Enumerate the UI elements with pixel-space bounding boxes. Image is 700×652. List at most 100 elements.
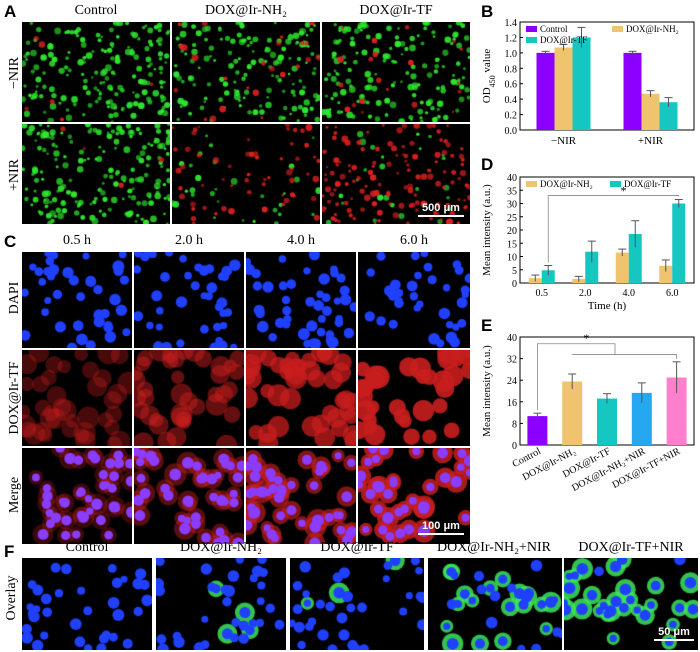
chart-b: 0.0 0.2 0.4 0.6 0.8 1.0 1.2 1.4 OD450 value −NIR +… [481, 18, 695, 147]
micrograph-f-tf [290, 558, 424, 650]
chart-b-ytick-label: 1.0 [505, 49, 518, 60]
panel-a-col-control: Control [74, 3, 118, 18]
panel-c-col-4-0h: 4.0 h [287, 233, 315, 248]
chart-e-significance-star: * [583, 331, 589, 345]
panel-a-col-tf: DOX@Ir-TF [359, 3, 433, 18]
panel-a-row-plus-nir: +NIR [7, 159, 22, 192]
scale-bar-a-label: 500 μm [422, 202, 460, 214]
scale-bar-a: 500 μm [418, 202, 464, 217]
chart-e-bar [527, 416, 548, 445]
chart-b-ytick-label: 0.0 [505, 126, 518, 137]
chart-b-bar [554, 47, 573, 131]
micrograph-a-nh2-plus-nir [172, 124, 320, 224]
chart-b-legend-swatch [612, 26, 623, 32]
micrograph-c-merge-0-5h [22, 448, 132, 544]
panel-c-col-6-0h: 6.0 h [400, 233, 428, 248]
chart-b-legend-swatch [526, 26, 537, 32]
micrograph-f-control [22, 558, 152, 650]
panel-f-col-control: Control [65, 540, 109, 555]
panel-c-col-2-0h: 2.0 h [175, 233, 203, 248]
chart-d-ytick-label: 30 [507, 200, 517, 211]
panel-c-col-0-5h: 0.5 h [63, 233, 91, 248]
chart-e-significance-bracket [537, 343, 616, 411]
chart-d-xtick-label: 2.0 [579, 288, 592, 299]
chart-e-ytick-label: 24 [507, 376, 517, 387]
chart-e-bar [562, 381, 583, 445]
micrograph-c-dox-4-0h [246, 350, 356, 446]
chart-d-legend-label: DOX@Ir-NH₂ [540, 179, 593, 189]
micrograph-f-nh2-nir [428, 558, 562, 650]
chart-e-ytick-label: 32 [507, 355, 517, 366]
chart-d-xtick-label: 0.5 [536, 288, 549, 299]
chart-d-legend-label: DOX@Ir-TF [624, 179, 671, 189]
chart-d-ytick-label: 15 [507, 239, 517, 250]
panel-label-d: D [481, 155, 494, 174]
chart-d-bar [541, 270, 555, 283]
micrograph-c-dox-2-0h [134, 350, 244, 446]
chart-b-bar [641, 93, 660, 130]
chart-d-bar [628, 233, 642, 283]
micrograph-f-tf-nir [564, 558, 698, 650]
chart-b-bar [572, 37, 591, 130]
chart-d-ytick-label: 25 [507, 213, 517, 224]
micrograph-c-merge-2-0h [134, 448, 244, 544]
chart-d-significance-star: * [621, 184, 627, 198]
chart-d-ytick-label: 10 [507, 253, 517, 264]
scale-bar-f: 50 μm [654, 626, 694, 641]
micrograph-c-dapi-2-0h [134, 252, 244, 348]
chart-b-ytick-label: 0.2 [505, 111, 518, 122]
chart-d-bar [659, 265, 673, 283]
micrograph-f-nh2 [156, 558, 286, 650]
micrograph-c-dapi-4-0h [246, 252, 356, 348]
chart-b-legend-label: DOX@Ir-NH₂ [626, 24, 679, 34]
panel-label-f: F [4, 542, 15, 561]
chart-b-bar [536, 52, 555, 130]
chart-e-bar [597, 398, 617, 445]
micrograph-c-merge-4-0h [246, 448, 356, 544]
panel-f-col-nh2-nir: DOX@Ir-NH₂+NIR [436, 540, 552, 555]
chart-d-bar [615, 252, 629, 283]
chart-b-ylabel: OD450 value [481, 49, 497, 104]
chart-b-ytick-label: 0.6 [505, 80, 518, 91]
micrograph-a-tf-minus-nir [322, 22, 470, 122]
panel-c-row-merge: Merge [7, 476, 22, 514]
panel-label-b: B [481, 2, 494, 21]
panel-f-col-tf: DOX@Ir-TF [320, 540, 394, 555]
chart-d-bar [585, 251, 599, 283]
chart-e-bar [631, 392, 652, 445]
panel-c-row-dox-tf: DOX@Ir-TF [7, 361, 22, 435]
chart-e-ytick-label: 16 [507, 398, 517, 409]
chart-b-ytick-label: 1.4 [505, 18, 518, 29]
chart-d-significance-bracket [547, 195, 680, 263]
chart-b-legend-label: DOX@Ir-TF [540, 35, 587, 45]
chart-b-xtick-label: −NIR [551, 135, 577, 147]
chart-d-bar [672, 203, 686, 283]
micrograph-c-dox-0-5h [22, 350, 132, 446]
chart-d-legend-swatch [526, 181, 537, 187]
panel-f-col-tf-nir: DOX@Ir-TF+NIR [578, 540, 684, 555]
micrograph-c-dapi-6-0h [358, 252, 470, 348]
chart-e-ytick-label: 8 [512, 419, 517, 430]
micrograph-a-control-plus-nir [22, 124, 170, 224]
chart-d-legend-swatch [610, 181, 621, 187]
chart-d-xlabel: Time (h) [588, 300, 627, 312]
chart-e-ylabel: Mean intensity (a.u.) [481, 345, 493, 437]
chart-d-ytick-label: 0 [512, 279, 517, 290]
chart-d: 0 5 10 15 20 25 30 35 40 Mean intensity (a.u.) Tim… [481, 173, 695, 312]
scale-bar-f-label: 50 μm [658, 626, 690, 638]
micrograph-c-dapi-0-5h [22, 252, 132, 348]
chart-b-frame [519, 21, 695, 131]
scale-bar-c-label: 100 μm [422, 520, 460, 532]
panel-f-row-overlay: Overlay [4, 575, 19, 621]
panel-f-col-nh2: DOX@Ir-NH₂ [179, 540, 263, 555]
chart-d-ytick-label: 20 [507, 226, 517, 237]
chart-b-bar [623, 52, 642, 130]
panel-label-a: A [4, 2, 17, 21]
chart-d-xtick-label: 4.0 [623, 288, 636, 299]
micrograph-a-control-minus-nir [22, 22, 170, 122]
scale-bar-c: 100 μm [418, 520, 464, 535]
chart-d-ytick-label: 35 [507, 186, 517, 197]
chart-d-ylabel: Mean intensity (a.u.) [481, 184, 493, 276]
micrograph-a-nh2-minus-nir [172, 22, 320, 122]
